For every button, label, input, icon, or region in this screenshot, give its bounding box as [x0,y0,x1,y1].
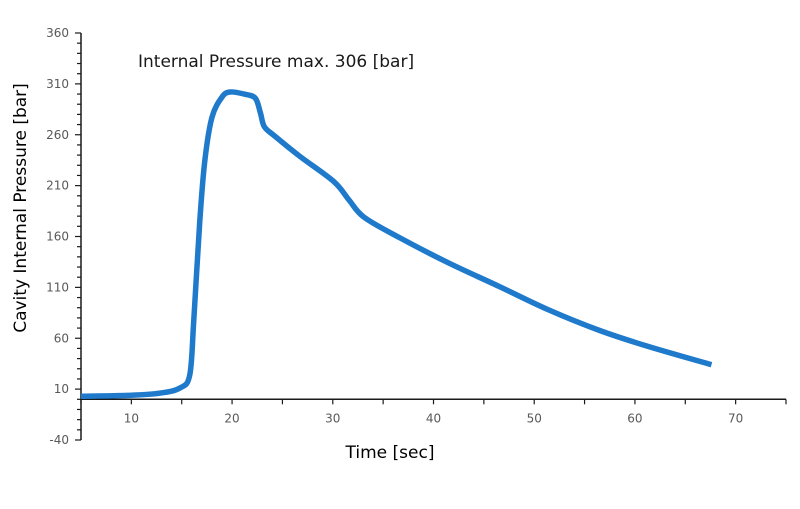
series-layer [80,89,713,399]
pressure-series-line [80,89,713,399]
y-tick-label: 210 [46,179,69,193]
y-tick-label: 110 [46,280,69,294]
ticks [75,32,787,441]
x-tick-label: 20 [224,411,239,425]
y-tick-label: 360 [46,26,69,40]
x-tick-label: 40 [426,411,441,425]
y-axis-title: Cavity Internal Pressure [bar] [11,83,31,333]
y-tick-label: 260 [46,128,69,142]
y-tick-label: -40 [49,433,69,447]
x-tick-label: 60 [627,411,642,425]
y-tick-label: 310 [46,77,69,91]
x-tick-label: 30 [325,411,340,425]
x-tick-label: 70 [728,411,743,425]
x-tick-label: 10 [124,411,139,425]
tick-labels: -40 10 60 110 160 210 260 310 360 10 20 30 40 50 60 70 [46,26,743,447]
max-pressure-annotation: Internal Pressure max. 306 [bar] [138,52,414,72]
y-tick-label: 160 [46,230,69,244]
x-tick-label: 50 [527,411,542,425]
x-axis-title: Time [sec] [345,443,435,463]
y-tick-label: 10 [54,382,69,396]
y-tick-label: 60 [54,331,69,345]
